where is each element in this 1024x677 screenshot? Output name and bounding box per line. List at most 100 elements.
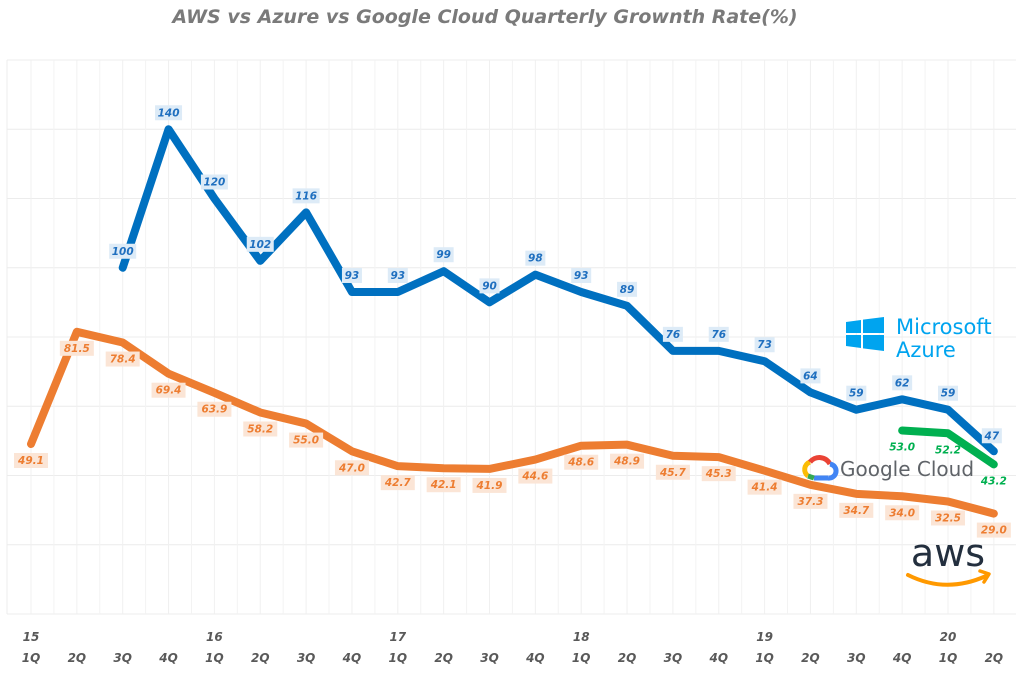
amazon-smile-arrow-icon bbox=[906, 573, 988, 587]
data-label-bg bbox=[479, 278, 500, 294]
data-label-text: 99 bbox=[436, 249, 451, 261]
data-label-microsoft-azure: 64 bbox=[800, 368, 821, 384]
data-label-aws: 41.4 bbox=[747, 479, 782, 495]
data-label-text: 48.6 bbox=[567, 457, 594, 469]
series-lines bbox=[27, 125, 998, 518]
x-tick-quarter: 2Q bbox=[434, 651, 453, 665]
data-label-bg bbox=[246, 236, 274, 252]
data-label-text: 32.5 bbox=[935, 512, 961, 524]
data-label-aws: 32.5 bbox=[931, 510, 965, 526]
data-label-text: 93 bbox=[345, 270, 360, 282]
data-label-microsoft-azure: 93 bbox=[341, 267, 362, 283]
x-tick-year: 15 bbox=[23, 630, 40, 644]
data-label-bg bbox=[109, 243, 137, 259]
data-label-text: 93 bbox=[390, 270, 405, 282]
data-label-microsoft-azure: 47 bbox=[981, 428, 1002, 444]
x-tick-year: 16 bbox=[206, 630, 223, 644]
data-label-bg bbox=[243, 421, 278, 437]
x-tick-quarter: 1Q bbox=[22, 651, 41, 665]
data-label-bg bbox=[200, 174, 228, 190]
data-label-text: 140 bbox=[158, 107, 180, 119]
data-label-bg bbox=[981, 428, 1002, 444]
data-label-microsoft-azure: 89 bbox=[617, 281, 638, 297]
x-tick-quarter: 1Q bbox=[572, 651, 591, 665]
data-label-bg bbox=[387, 267, 408, 283]
data-label-text: 47.0 bbox=[338, 462, 365, 474]
data-label-bg bbox=[938, 385, 958, 401]
data-label-microsoft-azure: 140 bbox=[155, 105, 183, 121]
data-label-aws: 63.9 bbox=[197, 401, 232, 417]
x-tick-quarter: 4Q bbox=[342, 651, 362, 665]
data-labels: 100 140 120 102 116 93 93 99 90 98 93 89 76 76 73 64 59 6… bbox=[14, 105, 1011, 538]
data-label-bg bbox=[525, 250, 546, 266]
data-label-bg bbox=[380, 475, 415, 491]
legend-google-cloud-text: Google Cloud bbox=[840, 457, 974, 481]
data-label-text: 37.3 bbox=[797, 496, 823, 508]
data-label-bg bbox=[289, 432, 324, 448]
data-label-aws: 78.4 bbox=[105, 351, 140, 367]
data-label-aws: 48.6 bbox=[564, 454, 599, 470]
data-label-bg bbox=[800, 368, 821, 384]
x-tick-quarter: 2Q bbox=[68, 651, 87, 665]
data-label-bg bbox=[976, 522, 1011, 538]
x-tick-quarter: 4Q bbox=[708, 651, 728, 665]
data-label-text: 52.2 bbox=[935, 444, 961, 456]
data-label-text: 41.9 bbox=[476, 480, 503, 492]
data-label-bg bbox=[197, 401, 232, 417]
data-label-aws: 55.0 bbox=[289, 432, 324, 448]
data-label-aws: 81.5 bbox=[59, 340, 94, 356]
data-label-aws: 29.0 bbox=[976, 522, 1011, 538]
data-label-bg bbox=[59, 340, 94, 356]
data-label-text: 29.0 bbox=[981, 525, 1007, 537]
data-label-aws: 48.9 bbox=[610, 453, 645, 469]
data-label-bg bbox=[839, 502, 874, 518]
data-label-text: 63.9 bbox=[201, 404, 227, 416]
data-label-text: 62 bbox=[895, 377, 910, 389]
data-label-bg bbox=[747, 479, 782, 495]
data-label-aws: 47.0 bbox=[334, 460, 369, 476]
data-label-aws: 42.7 bbox=[380, 475, 415, 491]
data-label-text: 100 bbox=[112, 246, 134, 258]
data-label-text: 64 bbox=[803, 370, 818, 382]
data-label-text: 76 bbox=[666, 329, 681, 341]
legend-azure-line2: Azure bbox=[896, 338, 956, 362]
x-tick-quarter: 2Q bbox=[618, 651, 637, 665]
data-label-microsoft-azure: 116 bbox=[292, 188, 320, 204]
data-label-text: 42.7 bbox=[384, 477, 412, 489]
google-cloud-logo-icon bbox=[802, 455, 839, 481]
data-label-microsoft-azure: 76 bbox=[708, 326, 729, 342]
data-label-text: 58.2 bbox=[247, 423, 273, 435]
x-tick-quarter: 3Q bbox=[664, 651, 683, 665]
data-label-aws: 42.1 bbox=[426, 477, 461, 493]
legend-azure: Microsoft Azure bbox=[846, 315, 992, 362]
data-label-aws: 44.6 bbox=[518, 468, 553, 484]
data-label-text: 76 bbox=[711, 329, 726, 341]
data-label-aws: 41.9 bbox=[472, 477, 507, 493]
data-label-microsoft-azure: 59 bbox=[846, 385, 867, 401]
data-label-aws: 69.4 bbox=[151, 382, 186, 398]
x-tick-quarter: 1Q bbox=[389, 651, 408, 665]
data-label-microsoft-azure: 100 bbox=[109, 243, 137, 259]
data-label-microsoft-azure: 73 bbox=[754, 337, 775, 353]
data-label-microsoft-azure: 93 bbox=[387, 267, 408, 283]
data-label-microsoft-azure: 76 bbox=[662, 326, 683, 342]
data-label-bg bbox=[105, 351, 140, 367]
legend-aws-text: aws bbox=[911, 531, 985, 575]
data-label-microsoft-azure: 99 bbox=[433, 247, 454, 263]
data-label-text: 42.1 bbox=[430, 479, 457, 491]
data-label-bg bbox=[472, 477, 507, 493]
data-label-bg bbox=[564, 454, 599, 470]
data-label-bg bbox=[151, 382, 186, 398]
data-label-google-cloud: 53.0 bbox=[889, 441, 915, 453]
data-label-text: 102 bbox=[249, 239, 271, 251]
x-tick-quarter: 1Q bbox=[755, 651, 774, 665]
data-label-text: 48.9 bbox=[613, 456, 640, 468]
x-tick-quarter: 1Q bbox=[939, 651, 958, 665]
x-tick-quarter: 4Q bbox=[892, 651, 912, 665]
legend-google-cloud: Google Cloud bbox=[802, 455, 974, 481]
data-label-text: 53.0 bbox=[889, 441, 915, 453]
data-label-text: 55.0 bbox=[293, 435, 319, 447]
data-label-text: 93 bbox=[574, 270, 589, 282]
data-label-text: 47 bbox=[984, 430, 1000, 442]
data-label-aws: 49.1 bbox=[14, 452, 48, 468]
